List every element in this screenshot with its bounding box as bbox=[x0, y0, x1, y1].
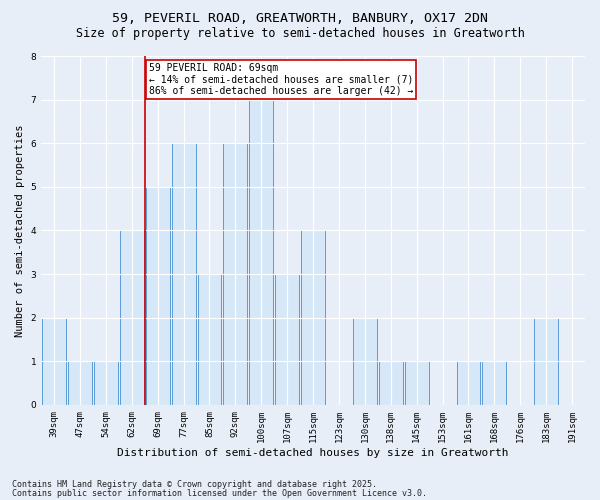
Bar bbox=[482, 361, 506, 405]
Bar bbox=[120, 230, 144, 405]
Bar bbox=[68, 361, 92, 405]
Bar bbox=[379, 361, 403, 405]
Bar bbox=[405, 361, 428, 405]
Bar bbox=[197, 274, 221, 405]
Bar bbox=[301, 230, 325, 405]
Bar bbox=[172, 143, 196, 405]
Text: Contains HM Land Registry data © Crown copyright and database right 2025.: Contains HM Land Registry data © Crown c… bbox=[12, 480, 377, 489]
X-axis label: Distribution of semi-detached houses by size in Greatworth: Distribution of semi-detached houses by … bbox=[118, 448, 509, 458]
Bar bbox=[353, 318, 377, 405]
Bar bbox=[534, 318, 558, 405]
Text: Size of property relative to semi-detached houses in Greatworth: Size of property relative to semi-detach… bbox=[76, 28, 524, 40]
Bar bbox=[457, 361, 481, 405]
Text: 59, PEVERIL ROAD, GREATWORTH, BANBURY, OX17 2DN: 59, PEVERIL ROAD, GREATWORTH, BANBURY, O… bbox=[112, 12, 488, 26]
Bar bbox=[94, 361, 118, 405]
Text: Contains public sector information licensed under the Open Government Licence v3: Contains public sector information licen… bbox=[12, 490, 427, 498]
Text: 59 PEVERIL ROAD: 69sqm
← 14% of semi-detached houses are smaller (7)
86% of semi: 59 PEVERIL ROAD: 69sqm ← 14% of semi-det… bbox=[149, 62, 413, 96]
Bar bbox=[146, 187, 170, 405]
Y-axis label: Number of semi-detached properties: Number of semi-detached properties bbox=[15, 124, 25, 336]
Bar bbox=[250, 100, 273, 405]
Bar bbox=[42, 318, 66, 405]
Bar bbox=[275, 274, 299, 405]
Bar bbox=[223, 143, 247, 405]
